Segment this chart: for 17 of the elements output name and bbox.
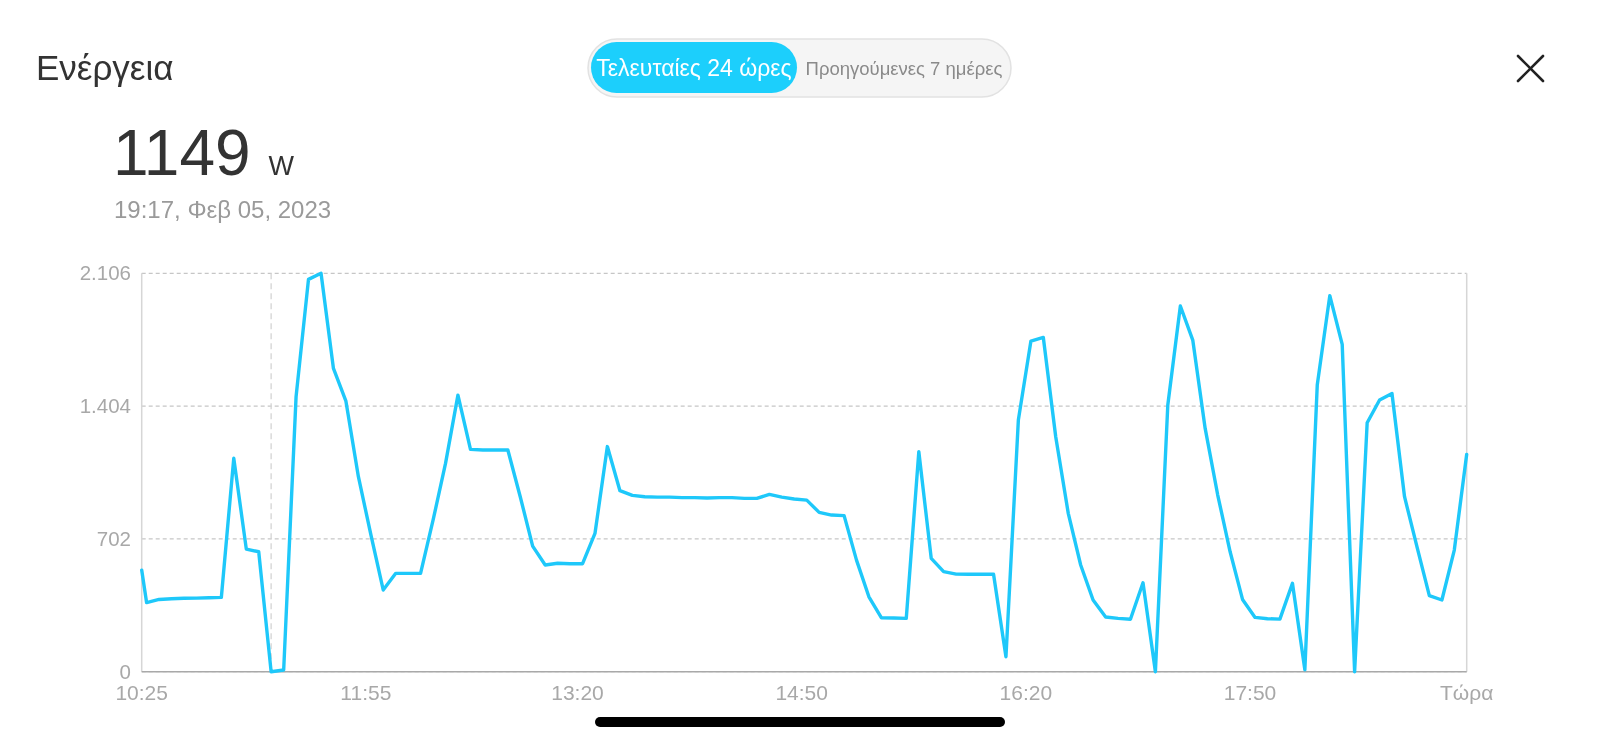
text: 19:17, Φεβ 05, 2023 xyxy=(114,196,332,223)
x-tick-label: 10:25 xyxy=(115,681,168,704)
line-series xyxy=(140,271,1469,674)
text: Τελευταίες 24 ώρες xyxy=(596,55,792,81)
y-tick-label: 702 xyxy=(96,527,131,551)
x-tick-label: 13:20 xyxy=(551,681,604,704)
y-tick-label: 1.404 xyxy=(79,394,131,418)
x-tick-label: 17:50 xyxy=(1223,681,1277,704)
y-tick-label: 0 xyxy=(119,659,131,683)
chart-title: Ενέργεια xyxy=(36,48,174,87)
chart-subtitle: 1149 W xyxy=(113,117,295,189)
x-tick-label: 16:20 xyxy=(999,681,1053,704)
y-tick-label: 2.106 xyxy=(79,261,131,285)
x-tick-label: Τώρα xyxy=(1440,681,1494,704)
x-tick-label: 11:55 xyxy=(340,681,392,704)
x-tick-label: 14:50 xyxy=(775,681,828,704)
text: Προηγούμενες 7 ημέρες xyxy=(805,58,1003,79)
